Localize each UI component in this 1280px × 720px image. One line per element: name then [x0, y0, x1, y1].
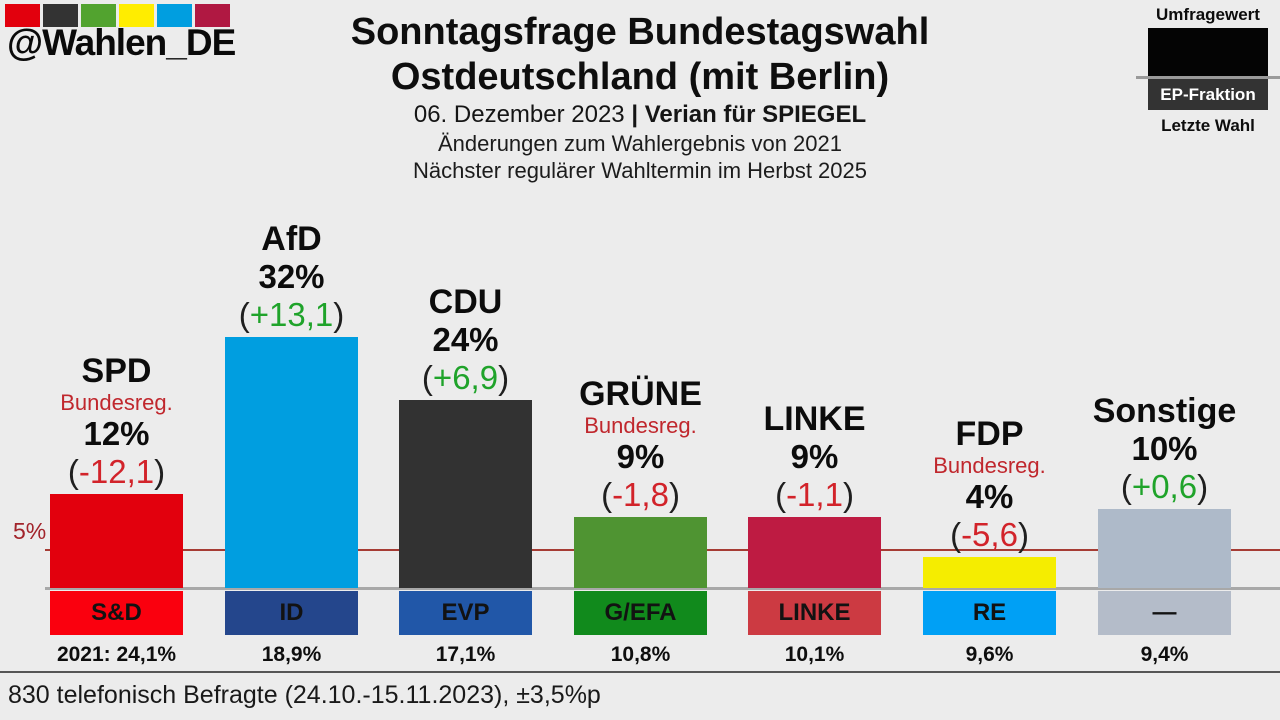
change-value-fdp: (-5,6) [950, 516, 1029, 553]
date-source-line: 06. Dezember 2023 | Verian für SPIEGEL [0, 101, 1280, 129]
party-label-block-sonstige: Sonstige 10% (+0,6) [1045, 392, 1280, 505]
government-tag-gr-ne: Bundesreg. [584, 413, 697, 438]
change-value-spd: (-12,1) [67, 453, 166, 490]
poll-bar-spd [50, 494, 183, 588]
logo-color-square-4 [157, 4, 192, 27]
ep-group-box-linke: LINKE [748, 591, 881, 635]
party-label-block-spd: SPD Bundesreg. 12% (-12,1) [0, 352, 237, 490]
footer-divider [0, 671, 1280, 673]
chart-title: Sonntagsfrage Bundestagswahl Ostdeutschl… [0, 10, 1280, 100]
sample-size-note: 830 telefonisch Befragte (24.10.-15.11.2… [8, 681, 601, 709]
chart-title-line2: Ostdeutschland (mit Berlin) [390, 56, 890, 98]
poll-value-afd: 32% [258, 258, 325, 295]
logo-color-square-0 [5, 4, 40, 27]
last-election-result-sonstige: 9,4% [1140, 643, 1189, 666]
party-name-spd: SPD [81, 352, 152, 390]
government-tag-fdp: Bundesreg. [933, 453, 1046, 478]
poll-value-cdu: 24% [432, 321, 499, 358]
subtitle-change-note: Änderungen zum Wahlergebnis von 2021 [437, 131, 842, 156]
logo-color-square-2 [81, 4, 116, 27]
party-label-block-cdu: CDU 24% (+6,9) [346, 283, 586, 396]
five-percent-label: 5% [13, 518, 47, 544]
legend-poll-bar-sample [1148, 28, 1268, 76]
ep-group-box-gr-ne: G/EFA [574, 591, 707, 635]
party-name-sonstige: Sonstige [1092, 392, 1237, 430]
party-label-block-linke: LINKE 9% (-1,1) [695, 400, 935, 513]
ep-group-box-sonstige: — [1098, 591, 1231, 635]
change-value-linke: (-1,1) [775, 476, 854, 513]
change-value-gr-ne: (-1,8) [601, 476, 680, 513]
change-number-fdp: -5,6 [961, 516, 1018, 553]
poll-bar-afd [225, 337, 358, 588]
poll-value-linke: 9% [790, 438, 839, 475]
poll-bar-fdp [923, 557, 1056, 588]
subtitle-next-election: Nächster regulärer Wahltermin im Herbst … [412, 158, 868, 183]
change-value-afd: (+13,1) [238, 296, 345, 333]
logo-color-square-3 [119, 4, 154, 27]
zero-baseline [45, 587, 1280, 590]
logo-color-square-5 [195, 4, 230, 27]
party-name-linke: LINKE [763, 400, 866, 438]
poll-bar-cdu [399, 400, 532, 588]
poll-bar-sonstige [1098, 509, 1231, 588]
logo-color-square-1 [43, 4, 78, 27]
poll-date: 06. Dezember 2023 [413, 101, 632, 128]
change-value-sonstige: (+0,6) [1120, 468, 1209, 505]
poll-value-sonstige: 10% [1131, 430, 1198, 467]
party-label-block-afd: AfD 32% (+13,1) [172, 220, 412, 333]
poll-source: | Verian für SPIEGEL [631, 101, 867, 128]
twitter-handle: @Wahlen_DE [7, 22, 236, 63]
change-value-cdu: (+6,9) [421, 359, 510, 396]
last-election-result-afd: 18,9% [261, 643, 322, 666]
last-election-result-fdp: 9,6% [965, 643, 1014, 666]
change-number-cdu: +6,9 [432, 359, 499, 396]
poll-value-gr-ne: 9% [616, 438, 665, 475]
ep-group-box-afd: ID [225, 591, 358, 635]
legend-baseline-sample [1136, 76, 1280, 79]
ep-group-box-spd: S&D [50, 591, 183, 635]
last-election-result-cdu: 17,1% [435, 643, 496, 666]
poll-value-spd: 12% [83, 415, 150, 452]
party-label-block-fdp: FDP Bundesreg. 4% (-5,6) [870, 415, 1110, 553]
poll-bar-linke [748, 517, 881, 588]
last-election-result-gr-ne: 10,8% [610, 643, 671, 666]
change-number-linke: -1,1 [786, 476, 843, 513]
legend-ep-label: EP-Fraktion [1148, 79, 1268, 110]
party-name-cdu: CDU [428, 283, 503, 321]
change-number-sonstige: +0,6 [1131, 468, 1198, 505]
change-number-spd: -12,1 [78, 453, 155, 490]
party-name-gr-ne: GRÜNE [579, 375, 702, 413]
party-name-fdp: FDP [955, 415, 1024, 453]
last-election-result-linke: 10,1% [784, 643, 845, 666]
chart-title-line1: Sonntagsfrage Bundestagswahl [350, 11, 930, 53]
poll-bar-gr-ne [574, 517, 707, 588]
change-number-afd: +13,1 [249, 296, 334, 333]
legend-last-election-label: Letzte Wahl [1161, 116, 1255, 135]
poll-value-fdp: 4% [965, 478, 1014, 515]
party-name-afd: AfD [261, 220, 322, 258]
legend-poll-label: Umfragewert [1156, 5, 1260, 24]
last-election-result-spd: 2021: 24,1% [56, 643, 177, 666]
ep-group-box-cdu: EVP [399, 591, 532, 635]
party-color-logo [5, 4, 230, 27]
ep-group-box-fdp: RE [923, 591, 1056, 635]
government-tag-spd: Bundesreg. [60, 390, 173, 415]
change-number-gr-ne: -1,8 [612, 476, 669, 513]
party-label-block-gr-ne: GRÜNE Bundesreg. 9% (-1,8) [521, 375, 761, 513]
